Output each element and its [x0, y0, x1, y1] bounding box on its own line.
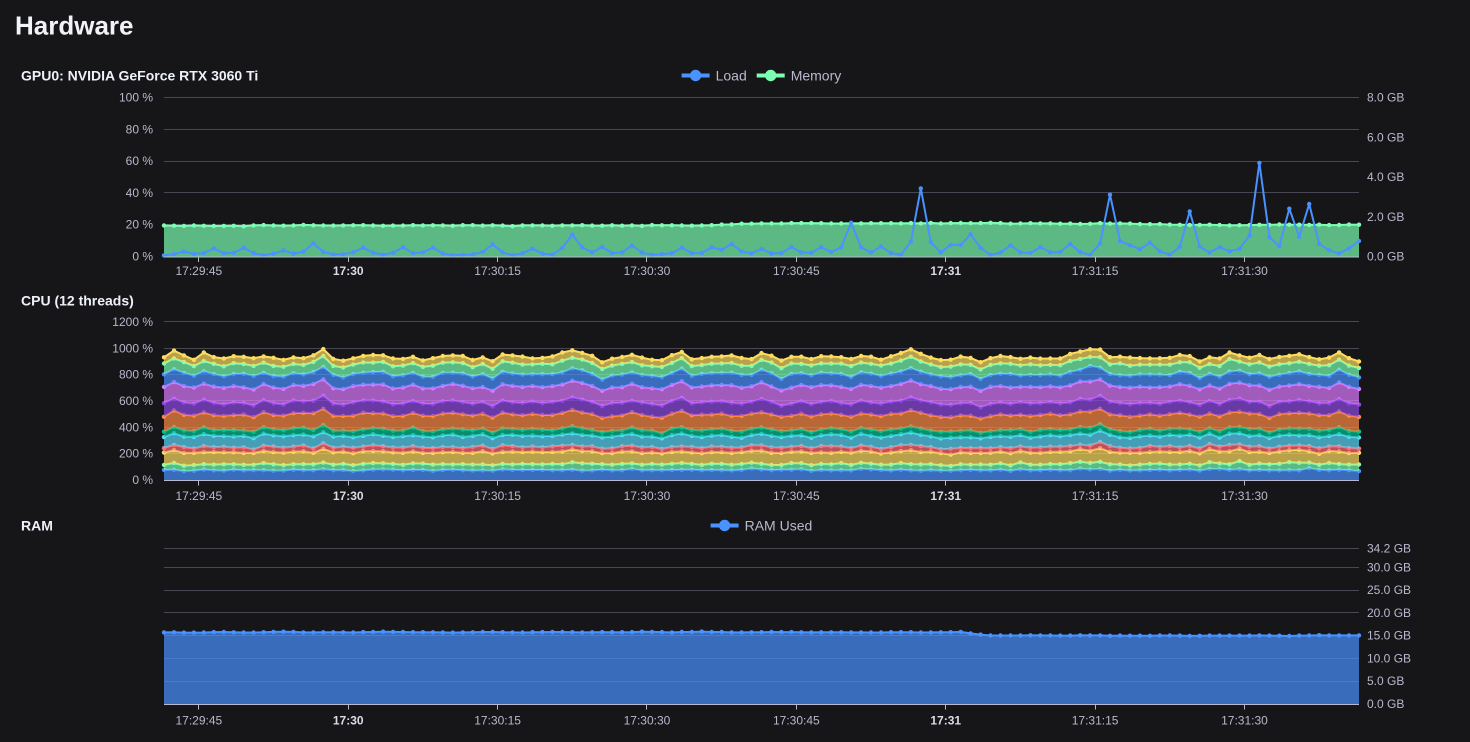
svg-text:17:29:45: 17:29:45	[175, 714, 222, 728]
svg-text:0.0 GB: 0.0 GB	[1367, 697, 1404, 711]
svg-text:1000 %: 1000 %	[112, 341, 153, 355]
svg-text:Hardware: Hardware	[15, 11, 134, 41]
svg-text:17:31:30: 17:31:30	[1221, 714, 1268, 728]
svg-text:1200 %: 1200 %	[112, 315, 153, 329]
svg-text:Load: Load	[716, 68, 747, 84]
svg-text:RAM Used: RAM Used	[745, 518, 813, 534]
svg-text:Memory: Memory	[791, 68, 842, 84]
svg-text:17:30:15: 17:30:15	[474, 264, 521, 278]
svg-text:17:30: 17:30	[333, 264, 364, 278]
svg-text:17:31:30: 17:31:30	[1221, 264, 1268, 278]
svg-text:100 %: 100 %	[119, 91, 153, 105]
svg-text:60 %: 60 %	[126, 154, 154, 168]
svg-text:17:31:30: 17:31:30	[1221, 489, 1268, 503]
svg-text:17:30:45: 17:30:45	[773, 264, 820, 278]
svg-text:34.2 GB: 34.2 GB	[1367, 541, 1411, 555]
svg-text:20.0 GB: 20.0 GB	[1367, 606, 1411, 620]
svg-text:10.0 GB: 10.0 GB	[1367, 651, 1411, 665]
svg-text:RAM: RAM	[21, 518, 53, 534]
svg-text:17:31:15: 17:31:15	[1072, 489, 1119, 503]
svg-text:CPU (12 threads): CPU (12 threads)	[21, 293, 134, 309]
svg-text:17:30:45: 17:30:45	[773, 489, 820, 503]
svg-text:40 %: 40 %	[126, 186, 154, 200]
svg-text:30.0 GB: 30.0 GB	[1367, 560, 1411, 574]
svg-text:GPU0: NVIDIA GeForce RTX 3060: GPU0: NVIDIA GeForce RTX 3060 Ti	[21, 68, 258, 84]
svg-text:0.0 GB: 0.0 GB	[1367, 250, 1404, 264]
svg-text:17:30:30: 17:30:30	[624, 264, 671, 278]
svg-text:800 %: 800 %	[119, 368, 153, 382]
svg-text:17:30: 17:30	[333, 714, 364, 728]
svg-text:0 %: 0 %	[132, 250, 153, 264]
svg-text:2.0 GB: 2.0 GB	[1367, 210, 1404, 224]
svg-text:400 %: 400 %	[119, 420, 153, 434]
svg-text:17:29:45: 17:29:45	[175, 264, 222, 278]
svg-text:17:30:30: 17:30:30	[624, 489, 671, 503]
svg-text:5.0 GB: 5.0 GB	[1367, 674, 1404, 688]
svg-text:17:29:45: 17:29:45	[175, 489, 222, 503]
svg-text:17:30:30: 17:30:30	[624, 714, 671, 728]
svg-text:17:31: 17:31	[930, 489, 961, 503]
svg-text:15.0 GB: 15.0 GB	[1367, 629, 1411, 643]
svg-text:600 %: 600 %	[119, 394, 153, 408]
svg-text:17:30: 17:30	[333, 489, 364, 503]
svg-text:17:30:15: 17:30:15	[474, 714, 521, 728]
svg-text:6.0 GB: 6.0 GB	[1367, 130, 1404, 144]
svg-text:17:30:15: 17:30:15	[474, 489, 521, 503]
svg-text:4.0 GB: 4.0 GB	[1367, 170, 1404, 184]
svg-text:200 %: 200 %	[119, 447, 153, 461]
svg-text:17:31:15: 17:31:15	[1072, 264, 1119, 278]
svg-text:25.0 GB: 25.0 GB	[1367, 583, 1411, 597]
svg-text:17:31: 17:31	[930, 714, 961, 728]
svg-text:8.0 GB: 8.0 GB	[1367, 91, 1404, 105]
svg-text:20 %: 20 %	[126, 218, 154, 232]
svg-text:17:31: 17:31	[930, 264, 961, 278]
svg-text:17:30:45: 17:30:45	[773, 714, 820, 728]
svg-text:0 %: 0 %	[132, 473, 153, 487]
svg-text:80 %: 80 %	[126, 122, 154, 136]
svg-text:17:31:15: 17:31:15	[1072, 714, 1119, 728]
